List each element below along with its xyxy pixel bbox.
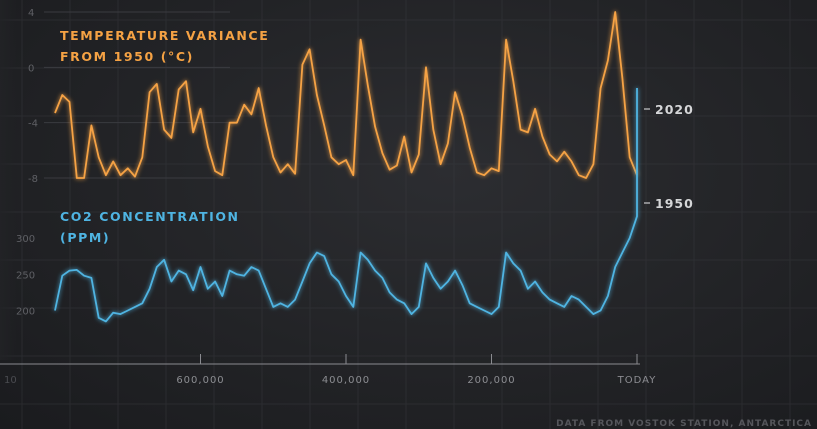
temperature-title: TEMPERATURE VARIANCE — [60, 28, 269, 43]
co2-title: CO2 CONCENTRATION — [60, 209, 240, 224]
temperature-title-line2: FROM 1950 (°C) — [60, 49, 194, 64]
x-axis-tick-label: 600,000 — [176, 375, 224, 386]
annotation-1950: 1950 — [655, 196, 694, 211]
x-axis: 600,000 400,000 200,000 TODAY 10 — [0, 354, 657, 386]
x-axis-tick-label: 400,000 — [322, 375, 370, 386]
data-source-note: DATA FROM VOSTOK STATION, ANTARCTICA — [556, 419, 812, 429]
x-axis-tick-label: 200,000 — [467, 375, 515, 386]
co2-series-line — [54, 88, 638, 323]
x-axis-edge-label: 10 — [4, 375, 17, 386]
annotation-2020: 2020 — [655, 102, 694, 117]
temperature-series-line — [54, 11, 638, 179]
co2-title-line2: (PPM) — [60, 230, 110, 245]
x-axis-tick-label: TODAY — [617, 375, 657, 386]
left-fade-overlay — [0, 0, 140, 360]
